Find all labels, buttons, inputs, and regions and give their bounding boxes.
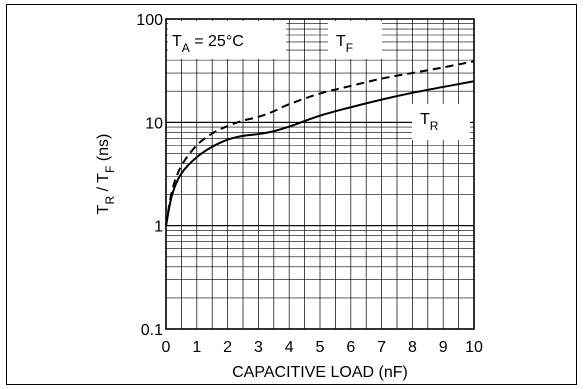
y-tick-label: 1: [154, 219, 163, 236]
series-line-tr: [165, 80, 475, 226]
y-tick-label: 0.1: [141, 322, 163, 339]
x-axis-title: CAPACITIVE LOAD (nF): [232, 364, 408, 381]
x-tick-label: 10: [465, 339, 483, 356]
series-line-tf: [165, 60, 475, 226]
tr-series-label: TR: [420, 111, 439, 133]
tr-label-box: [412, 104, 470, 140]
x-tick-label: 8: [408, 339, 417, 356]
x-tick-label: 2: [223, 339, 232, 356]
condition-annotation: TA = 25°C: [172, 33, 244, 55]
x-tick-label: 0: [162, 339, 171, 356]
y-tick-label: 10: [145, 115, 163, 132]
x-tick-labels: 0 1 2 3 4 5 6 7 8 9 10: [162, 339, 483, 356]
x-tick-label: 5: [316, 339, 325, 356]
chart-frame: [6, 4, 577, 385]
x-tick-label: 1: [192, 339, 201, 356]
tf-series-label: TF: [336, 33, 353, 55]
y-tick-labels: 0.1 1 10 100: [136, 12, 163, 339]
x-tick-label: 6: [346, 339, 355, 356]
y-tick-label: 100: [136, 12, 163, 29]
series: [165, 60, 475, 226]
condition-box: [168, 21, 286, 59]
grid: [165, 18, 475, 330]
x-tick-label: 3: [254, 339, 263, 356]
tf-label-box: [328, 21, 382, 59]
x-tick-label: 7: [377, 339, 386, 356]
x-tick-label: 9: [439, 339, 448, 356]
x-tick-label: 4: [285, 339, 294, 356]
y-axis-title: TR / TF (ns): [95, 134, 117, 215]
plot-area: [165, 18, 475, 330]
